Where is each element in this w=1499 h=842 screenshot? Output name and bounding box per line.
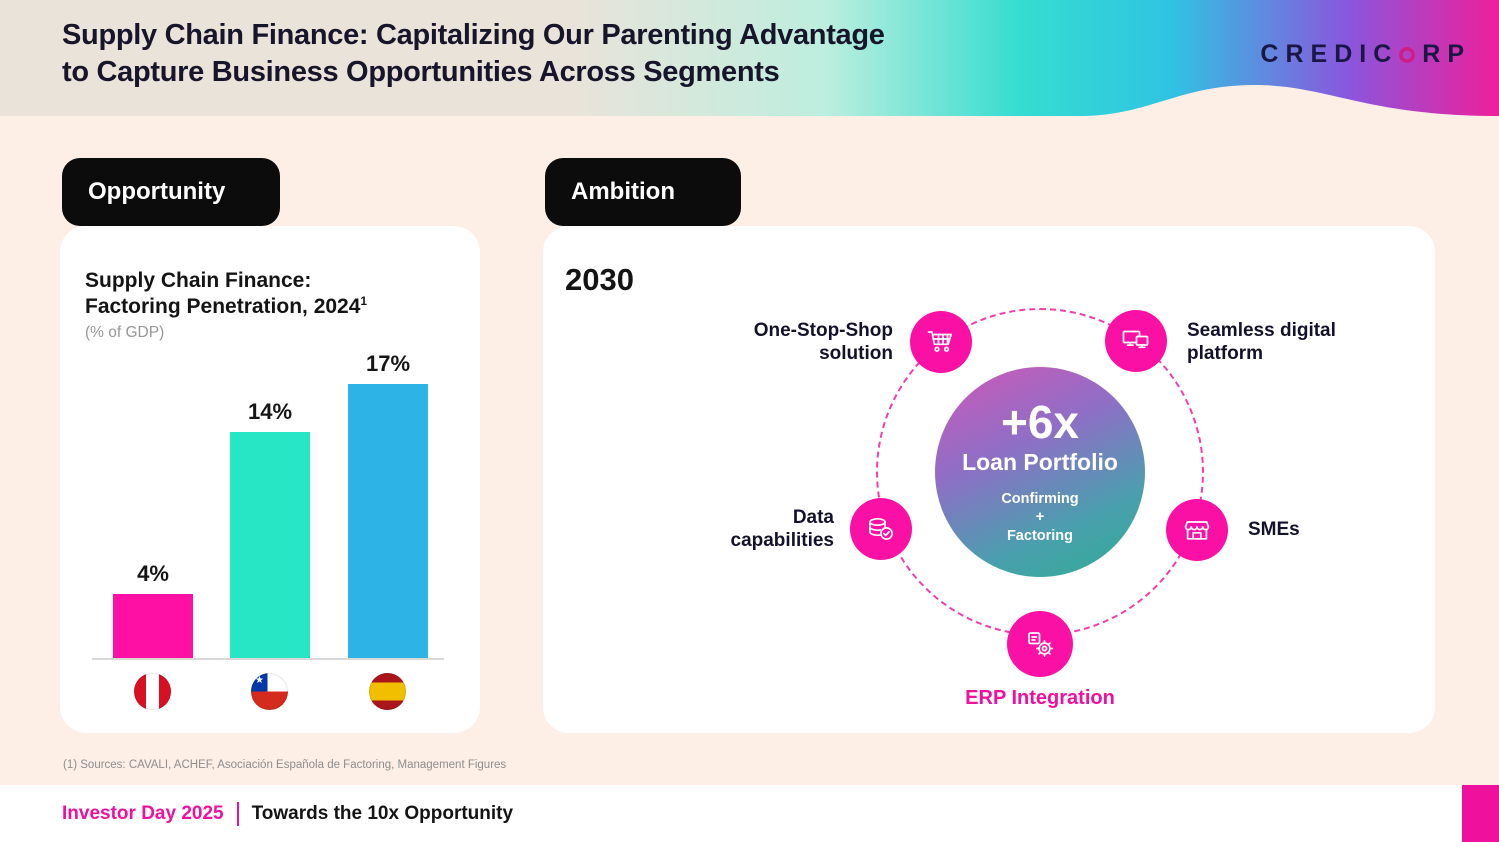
satellite-erp-integration bbox=[1007, 611, 1073, 677]
satellite-data-capabilities bbox=[850, 498, 912, 560]
chart-baseline bbox=[92, 658, 444, 660]
bar bbox=[113, 594, 193, 659]
satellite-one-stop-shop bbox=[910, 311, 972, 373]
header-wave-decoration bbox=[1079, 85, 1499, 116]
logo-text-right: RP bbox=[1422, 40, 1471, 68]
logo-text-left: CREDIC bbox=[1260, 40, 1399, 68]
ambition-year: 2030 bbox=[565, 262, 634, 297]
tab-opportunity: Opportunity bbox=[62, 158, 280, 226]
header-banner: Supply Chain Finance: Capitalizing Our P… bbox=[0, 0, 1499, 116]
chile-flag-icon: ★ bbox=[251, 673, 288, 710]
sub-factoring: Factoring bbox=[1006, 527, 1074, 544]
logo-o-icon bbox=[1399, 46, 1416, 63]
credicorp-logo: CREDIC RP bbox=[1260, 40, 1471, 69]
label-erp-integration: ERP Integration bbox=[965, 687, 1115, 709]
bar-group-spain: 17% bbox=[348, 351, 428, 659]
bar bbox=[348, 384, 428, 659]
footnote-sources: (1) Sources: CAVALI, ACHEF, Asociación E… bbox=[63, 759, 507, 771]
chart-subtitle: (% of GDP) bbox=[85, 324, 165, 341]
cart-icon bbox=[927, 331, 952, 352]
slide-title-line1: Supply Chain Finance: Capitalizing Our P… bbox=[62, 19, 885, 51]
gear-icon bbox=[1028, 632, 1053, 657]
coins-icon bbox=[869, 517, 893, 540]
tab-ambition: Ambition bbox=[545, 158, 741, 226]
ambition-card: 2030 +6x Loan Portfolio Confirming + Fac… bbox=[543, 226, 1435, 733]
label-data-capabilities: Data capabilities bbox=[730, 507, 835, 551]
loan-portfolio-subtitle: Confirming + Factoring bbox=[1001, 490, 1078, 546]
chart-title-superscript: 1 bbox=[360, 293, 368, 308]
slide-title-line2: to Capture Business Opportunities Across… bbox=[62, 56, 780, 89]
bar-value-label: 14% bbox=[247, 399, 293, 424]
slide-title: Supply Chain Finance: Capitalizing Our P… bbox=[62, 17, 885, 91]
monitor-icon bbox=[1122, 330, 1149, 349]
bar-value-label: 4% bbox=[137, 561, 169, 586]
footer-accent-stripe bbox=[1462, 785, 1499, 842]
bar bbox=[230, 432, 310, 659]
store-icon bbox=[1184, 521, 1210, 540]
chart-title-line2: Factoring Penetration, 2024 bbox=[85, 294, 361, 318]
sub-confirming: Confirming bbox=[1001, 490, 1079, 507]
label-one-stop-shop: One-Stop-Shop solution bbox=[753, 320, 893, 364]
opportunity-card: Supply Chain Finance: Factoring Penetrat… bbox=[60, 226, 480, 733]
bar-group-peru: 4% bbox=[113, 561, 193, 659]
loan-portfolio-circle: +6x Loan Portfolio Confirming + Factorin… bbox=[935, 367, 1145, 577]
footer-event-name: Investor Day 2025 bbox=[62, 802, 224, 824]
footer-bar: Investor Day 2025 Towards the 10x Opport… bbox=[0, 785, 1499, 842]
chile-flag-star: ★ bbox=[255, 675, 264, 686]
bar-value-label: 17% bbox=[365, 351, 411, 376]
bar-group-chile: 14% bbox=[230, 399, 310, 659]
loan-multiplier: +6x bbox=[1000, 395, 1080, 448]
label-digital-platform: Seamless digital platform bbox=[1187, 320, 1336, 364]
chart-title: Supply Chain Finance: Factoring Penetrat… bbox=[85, 268, 367, 319]
satellite-smes bbox=[1166, 499, 1228, 561]
satellite-digital-platform bbox=[1105, 310, 1167, 372]
loan-portfolio-title: Loan Portfolio bbox=[962, 448, 1118, 475]
footer-divider bbox=[236, 801, 239, 826]
peru-flag-icon bbox=[134, 673, 171, 710]
chart-title-line1: Supply Chain Finance: bbox=[85, 269, 312, 292]
spain-flag-icon bbox=[369, 673, 406, 710]
label-smes: SMEs bbox=[1248, 519, 1300, 540]
sub-plus: + bbox=[1035, 509, 1045, 526]
footer-tagline: Towards the 10x Opportunity bbox=[251, 802, 514, 824]
